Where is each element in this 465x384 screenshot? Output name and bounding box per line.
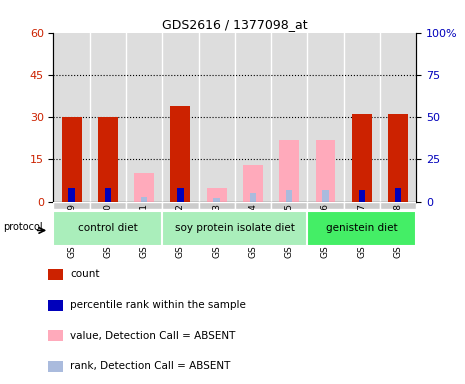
Text: protocol: protocol [3, 222, 42, 232]
Bar [53, 33, 90, 202]
Bar [271, 33, 307, 202]
Bar [134, 174, 154, 202]
Bar [359, 190, 365, 202]
Bar [207, 187, 226, 202]
Text: GSM158588: GSM158588 [393, 203, 403, 258]
Bar [235, 33, 271, 202]
Bar [162, 33, 199, 202]
Text: GSM158580: GSM158580 [103, 203, 113, 258]
Bar [344, 202, 380, 209]
Text: soy protein isolate diet: soy protein isolate diet [175, 223, 295, 233]
Bar [48, 330, 63, 341]
Title: GDS2616 / 1377098_at: GDS2616 / 1377098_at [162, 18, 308, 31]
Bar [48, 269, 63, 280]
Bar [141, 197, 147, 202]
Bar [395, 188, 401, 202]
Text: GSM158582: GSM158582 [176, 203, 185, 258]
Text: value, Detection Call = ABSENT: value, Detection Call = ABSENT [70, 331, 236, 341]
Bar [171, 106, 190, 202]
Bar [199, 33, 235, 202]
Bar [316, 140, 335, 202]
Text: percentile rank within the sample: percentile rank within the sample [70, 300, 246, 310]
Bar [271, 202, 307, 209]
Bar [62, 117, 81, 202]
Bar [380, 202, 416, 209]
Bar [199, 202, 235, 209]
Text: GSM158583: GSM158583 [212, 203, 221, 258]
Bar [126, 33, 162, 202]
Bar [307, 211, 416, 246]
Bar [90, 33, 126, 202]
Bar [380, 33, 416, 202]
Text: GSM158584: GSM158584 [248, 203, 258, 258]
Bar [90, 202, 126, 209]
Bar [213, 198, 220, 202]
Bar [388, 114, 408, 202]
Bar [48, 361, 63, 372]
Bar [98, 117, 118, 202]
Text: GSM158579: GSM158579 [67, 203, 76, 258]
Bar [286, 190, 292, 202]
Bar [344, 33, 380, 202]
Text: GSM158586: GSM158586 [321, 203, 330, 258]
Bar [322, 190, 329, 202]
Bar [105, 188, 111, 202]
Bar [162, 211, 307, 246]
Bar [352, 114, 372, 202]
Bar [48, 300, 63, 311]
Text: control diet: control diet [78, 223, 138, 233]
Text: GSM158587: GSM158587 [357, 203, 366, 258]
Bar [307, 202, 344, 209]
Bar [162, 202, 199, 209]
Bar [126, 202, 162, 209]
Bar [307, 33, 344, 202]
Text: genistein diet: genistein diet [326, 223, 398, 233]
Bar [177, 188, 184, 202]
Bar [53, 202, 90, 209]
Text: count: count [70, 269, 100, 279]
Bar [250, 193, 256, 202]
Bar [279, 140, 299, 202]
Text: GSM158585: GSM158585 [285, 203, 294, 258]
Text: rank, Detection Call = ABSENT: rank, Detection Call = ABSENT [70, 361, 231, 371]
Bar [243, 165, 263, 202]
Text: GSM158581: GSM158581 [140, 203, 149, 258]
Bar [53, 211, 162, 246]
Bar [68, 188, 75, 202]
Bar [235, 202, 271, 209]
